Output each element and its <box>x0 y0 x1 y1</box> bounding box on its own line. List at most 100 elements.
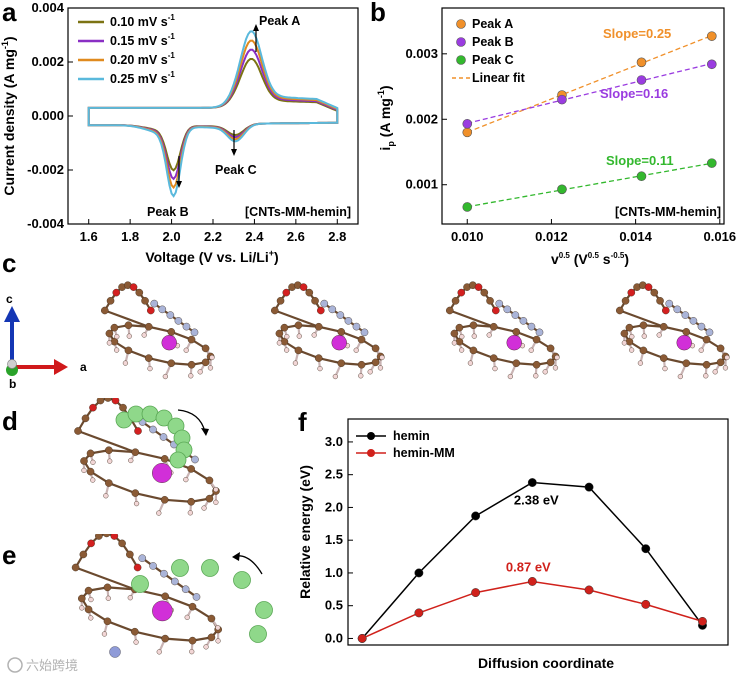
molecule-4-atom <box>673 305 682 314</box>
fit-line-peak-b <box>467 62 714 124</box>
li-ion-path-d <box>155 409 173 427</box>
molecule-1-atom <box>161 335 177 351</box>
cv-legend-label-4: 0.25 mV s-1 <box>110 70 175 86</box>
molecule-d-atom <box>183 476 189 483</box>
c-axis-arrow <box>4 306 20 322</box>
cv-legend-label-2: 0.15 mV s-1 <box>110 32 175 48</box>
molecule-2-atom <box>352 322 361 331</box>
molecule-d-atom <box>160 496 169 504</box>
molecule-1-atom <box>114 334 120 340</box>
molecule-d-bond <box>135 451 165 460</box>
molecule-e-atom <box>95 534 103 540</box>
molecule-1-atom <box>166 311 175 319</box>
li-ion-path-d <box>169 451 187 469</box>
rotation-arrow-e <box>235 555 263 575</box>
cv-y-axis-title: Current density (A mg-1) <box>0 36 17 195</box>
data-point-peak-a <box>462 127 473 138</box>
molecule-1-atom <box>144 354 153 362</box>
energy-point-hemin-MM <box>641 599 651 609</box>
molecule-3-atom <box>486 332 492 338</box>
energy-plot-frame <box>347 418 729 646</box>
panel-label-e: e <box>2 540 16 570</box>
cv-chart: a 1.6 1.8 2.0 2.2 2.4 2.6 2.8 -0.004 -0.002 0.000… <box>0 0 359 265</box>
molecule-1-atom <box>188 373 194 379</box>
molecule-3-atom <box>459 334 465 340</box>
molecule-1-atom <box>207 365 214 371</box>
cv-x-tick-label: 1.8 <box>121 229 139 244</box>
molecule-3-atom <box>532 360 541 369</box>
energy-x-axis-title: Diffusion coordinate <box>478 655 614 671</box>
molecule-e-bond <box>107 620 136 633</box>
molecule-e-atom <box>133 639 139 645</box>
molecule-d-atom <box>159 433 168 441</box>
fit-legend-marker-3 <box>456 55 466 65</box>
molecule-e-atom <box>105 595 111 601</box>
molecule-d-atom <box>107 458 113 464</box>
molecule-e-atom <box>101 631 108 637</box>
molecule-2-atom <box>292 360 299 366</box>
molecule-3-atom <box>469 346 478 355</box>
molecule-e-atom <box>192 593 201 601</box>
molecule-4-atom <box>629 347 635 353</box>
molecule-4-atom <box>621 340 627 346</box>
molecule-3-atom <box>471 333 477 339</box>
fit-y-tick-label: 0.002 <box>405 111 438 126</box>
li-migration-hemin-view: d <box>2 398 220 516</box>
molecule-3-atom <box>503 305 512 314</box>
molecule-e-atom <box>71 563 80 572</box>
molecule-4-atom <box>625 323 634 332</box>
slope-label-peak-c: Slope=0.11 <box>606 153 674 168</box>
molecule-3-atom <box>542 369 548 375</box>
molecule-4-atom <box>698 347 704 353</box>
molecule-e-bond <box>107 586 135 591</box>
molecule-d-atom <box>81 467 87 474</box>
energy-point-hemin <box>414 568 424 578</box>
barrier-label-hemin-mm: 0.87 eV <box>506 559 551 574</box>
molecule-4-atom <box>702 360 711 369</box>
molecule-4-atom <box>639 346 648 355</box>
molecule-2-atom <box>331 335 347 351</box>
molecule-4-atom <box>659 322 668 331</box>
molecule-4-atom <box>689 317 698 325</box>
a-axis-arrow <box>54 359 68 375</box>
molecule-1-atom <box>112 288 121 297</box>
cv-x-tick-label: 2.6 <box>287 229 305 244</box>
molecule-4-atom <box>724 354 730 361</box>
molecule-e-atom <box>138 554 147 563</box>
molecule-4-atom <box>665 299 674 308</box>
molecule-3-atom <box>467 360 474 366</box>
fit-line-peak-c <box>467 162 714 208</box>
peak-a-label: Peak A <box>259 14 300 28</box>
molecule-2-atom <box>314 354 323 362</box>
molecule-3-atom <box>480 288 489 297</box>
molecule-1-atom <box>110 323 119 332</box>
energy-y-tick-label: 2.5 <box>325 467 343 482</box>
molecule-d-atom <box>187 497 195 506</box>
molecule-1-atom <box>147 366 153 372</box>
molecule-2-atom <box>296 333 302 339</box>
molecule-1-atom <box>124 346 133 355</box>
molecule-4-atom <box>627 288 636 297</box>
molecule-d-atom <box>119 403 127 412</box>
molecule-2-atom <box>371 358 380 367</box>
molecule-e-atom <box>118 539 126 548</box>
energy-point-hemin <box>584 482 594 492</box>
energy-point-hemin-MM <box>357 633 367 643</box>
molecule-4-atom <box>703 373 709 379</box>
molecule-1-atom <box>183 347 189 353</box>
data-point-peak-c <box>557 184 567 195</box>
molecule-4-atom <box>682 328 691 336</box>
molecule-2-atom <box>284 334 290 340</box>
molecule-3-atom <box>489 354 498 362</box>
molecule-4-atom <box>716 344 725 353</box>
molecule-e-atom <box>161 634 169 643</box>
cv-legend-label-1: 0.10 mV s-1 <box>110 13 175 29</box>
molecule-2-atom <box>282 288 291 297</box>
molecule-1-atom <box>144 322 153 331</box>
molecule-2-atom <box>358 373 364 379</box>
fit-legend-label-2: Peak B <box>472 35 514 49</box>
molecule-e-atom <box>160 569 168 578</box>
molecule-3-atom <box>495 299 504 308</box>
li-ion-path-d <box>141 405 159 423</box>
molecule-d-atom <box>105 446 113 455</box>
